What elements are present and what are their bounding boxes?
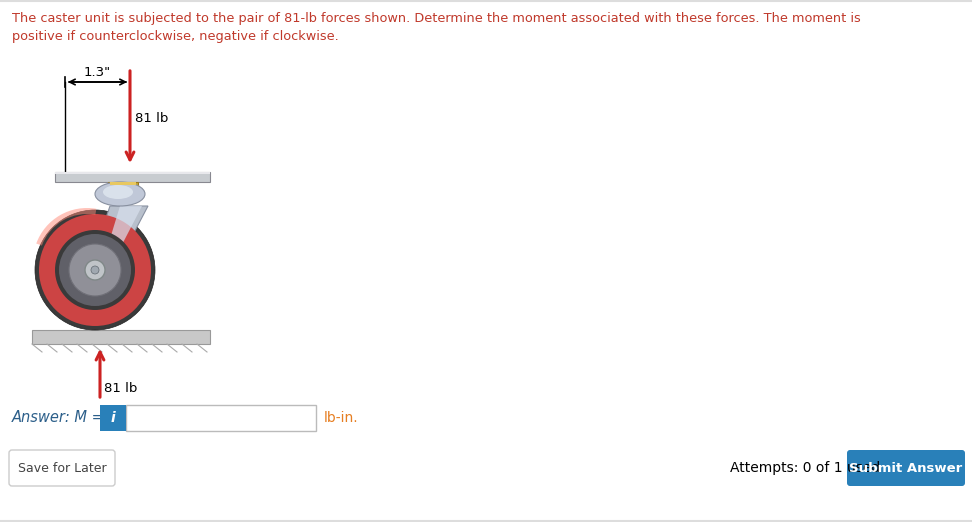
FancyBboxPatch shape [9, 450, 115, 486]
Wedge shape [36, 208, 96, 245]
Circle shape [35, 210, 155, 330]
Text: positive if counterclockwise, negative if clockwise.: positive if counterclockwise, negative i… [12, 30, 339, 43]
Text: 1.3": 1.3" [84, 66, 111, 79]
Bar [110, 182, 136, 185]
Polygon shape [103, 206, 142, 262]
Bar [108, 182, 138, 192]
Text: Answer: M =: Answer: M = [12, 410, 105, 425]
Bar [32, 330, 210, 344]
FancyBboxPatch shape [847, 450, 965, 486]
Ellipse shape [103, 185, 133, 199]
Circle shape [69, 244, 121, 296]
Circle shape [39, 214, 151, 326]
Text: i: i [111, 411, 116, 425]
Bar [100, 405, 126, 431]
Bar [55, 172, 210, 182]
Bar [126, 405, 316, 431]
Circle shape [91, 266, 99, 274]
Polygon shape [90, 206, 148, 265]
Text: 81 lb: 81 lb [135, 112, 168, 125]
Text: lb-in.: lb-in. [324, 411, 359, 425]
Text: 81 lb: 81 lb [104, 382, 137, 395]
Text: The caster unit is subjected to the pair of 81-lb forces shown. Determine the mo: The caster unit is subjected to the pair… [12, 12, 861, 25]
Circle shape [59, 234, 131, 306]
Text: Attempts: 0 of 1 used: Attempts: 0 of 1 used [730, 461, 881, 475]
Text: Submit Answer: Submit Answer [850, 461, 962, 474]
Circle shape [55, 230, 135, 310]
Ellipse shape [95, 182, 145, 206]
Text: Save for Later: Save for Later [17, 461, 106, 474]
Circle shape [85, 260, 105, 280]
Bar [55, 172, 210, 174]
